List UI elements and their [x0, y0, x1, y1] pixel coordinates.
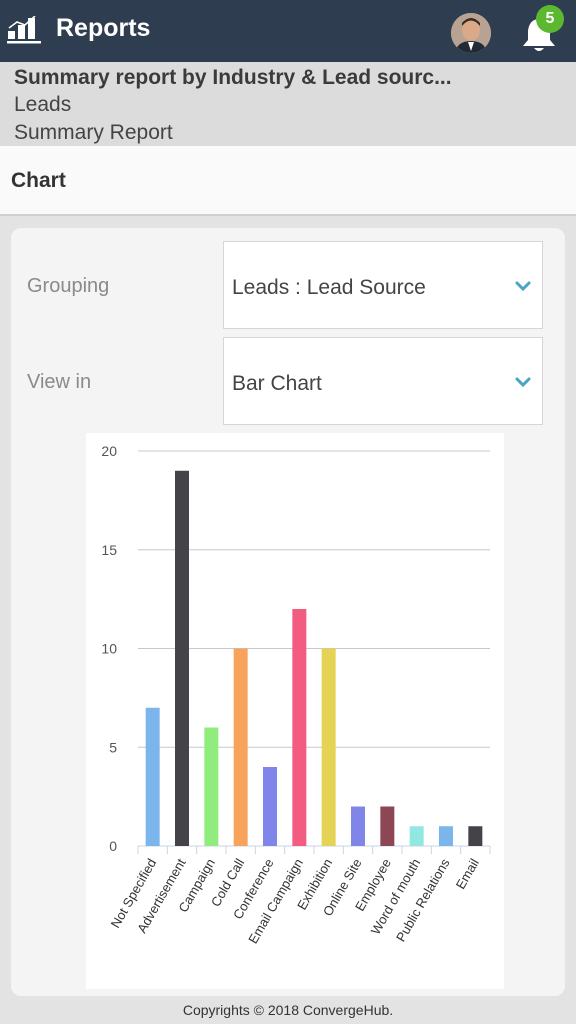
app-title: Reports	[56, 14, 151, 42]
view-in-value: Bar Chart	[232, 372, 322, 395]
report-title: Summary report by Industry & Lead sourc.…	[14, 66, 452, 89]
report-header: Summary report by Industry & Lead sourc.…	[0, 62, 576, 146]
copyright-footer: Copyrights © 2018 ConvergeHub.	[182, 1002, 394, 1018]
chart-section-header: Chart	[0, 146, 576, 216]
view-in-label: View in	[27, 371, 92, 393]
chart-section-label: Chart	[11, 169, 66, 192]
bar	[409, 826, 424, 846]
bar	[204, 727, 219, 846]
bar	[175, 470, 189, 846]
bar	[380, 806, 395, 846]
bar	[292, 609, 307, 846]
report-type: Summary Report	[14, 121, 173, 144]
grouping-select[interactable]: Leads : Lead Source	[223, 241, 543, 329]
avatar-image	[451, 13, 491, 53]
report-module: Leads	[14, 93, 72, 116]
top-bar: Reports 5	[0, 0, 576, 62]
grouping-label: Grouping	[27, 275, 110, 297]
reports-logo-icon	[7, 16, 41, 44]
x-tick-label: Email	[453, 856, 482, 892]
y-tick-label: 15	[101, 542, 117, 558]
notification-badge[interactable]: 5	[536, 5, 564, 33]
bar	[233, 648, 248, 846]
chevron-down-icon	[515, 377, 531, 388]
y-tick-label: 0	[109, 838, 117, 854]
bar	[468, 826, 483, 846]
bar	[263, 767, 277, 846]
y-tick-label: 5	[109, 739, 117, 755]
bar	[321, 648, 336, 846]
bar	[439, 826, 453, 846]
bar	[145, 707, 160, 846]
y-tick-label: 10	[101, 641, 117, 657]
chevron-down-icon	[515, 281, 531, 292]
bar	[351, 806, 365, 846]
chart-card: Grouping Leads : Lead Source View in Bar…	[11, 228, 565, 996]
view-in-select[interactable]: Bar Chart	[223, 337, 543, 425]
grouping-value: Leads : Lead Source	[232, 276, 426, 299]
bar-chart: 0 5 10 15 20 Not Specified Advertisement Campai…	[86, 433, 504, 989]
user-avatar[interactable]	[451, 13, 491, 53]
y-tick-label: 20	[101, 443, 117, 459]
